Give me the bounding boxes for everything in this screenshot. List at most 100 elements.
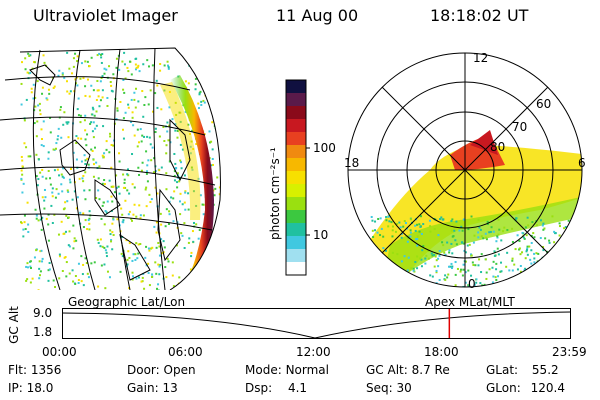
speckle-dot — [213, 70, 216, 73]
speckle-dot — [448, 251, 451, 254]
speckle-dot — [27, 155, 30, 158]
speckle-dot — [87, 163, 90, 166]
speckle-dot — [47, 169, 50, 172]
speckle-dot — [158, 245, 161, 248]
speckle-dot — [168, 124, 171, 127]
speckle-dot — [48, 268, 51, 271]
speckle-dot — [112, 234, 115, 237]
speckle-dot — [376, 231, 379, 234]
speckle-dot — [503, 226, 506, 229]
speckle-dot — [208, 255, 211, 258]
speckle-dot — [112, 73, 115, 76]
speckle-dot — [412, 267, 415, 270]
speckle-dot — [29, 155, 32, 158]
speckle-dot — [115, 186, 118, 189]
speckle-dot — [179, 200, 182, 203]
speckle-dot — [410, 267, 413, 270]
speckle-dot — [436, 291, 438, 293]
speckle-dot — [535, 224, 538, 227]
speckle-dot — [161, 252, 164, 255]
speckle-dot — [212, 104, 215, 107]
speckle-dot — [371, 219, 374, 222]
door-value: Open — [163, 363, 196, 377]
speckle-dot — [80, 160, 83, 163]
speckle-dot — [103, 72, 106, 75]
speckle-dot — [47, 151, 50, 154]
speckle-dot — [195, 278, 198, 281]
speckle-dot — [446, 241, 449, 244]
speckle-dot — [92, 175, 95, 178]
speckle-dot — [190, 251, 193, 254]
speckle-dot — [451, 218, 454, 221]
speckle-dot — [418, 223, 421, 226]
speckle-dot — [91, 106, 94, 109]
speckle-dot — [478, 226, 481, 229]
speckle-dot — [131, 153, 134, 156]
speckle-dot — [99, 53, 102, 56]
speckle-dot — [25, 98, 28, 101]
speckle-dot — [26, 201, 29, 204]
speckle-dot — [75, 158, 78, 161]
speckle-dot — [110, 166, 113, 169]
speckle-dot — [412, 269, 415, 272]
speckle-dot — [131, 278, 134, 281]
speckle-dot — [584, 237, 586, 239]
speckle-dot — [429, 225, 432, 228]
speckle-dot — [189, 268, 192, 271]
speckle-dot — [41, 175, 44, 178]
speckle-dot — [567, 249, 570, 252]
speckle-dot — [480, 235, 483, 238]
speckle-dot — [194, 77, 197, 80]
speckle-dot — [399, 226, 402, 229]
speckle-dot — [27, 52, 30, 55]
speckle-dot — [502, 230, 505, 233]
speckle-dot — [542, 264, 545, 267]
speckle-dot — [373, 284, 376, 287]
speckle-dot — [440, 216, 443, 219]
speckle-dot — [199, 272, 202, 275]
speckle-dot — [464, 271, 467, 274]
speckle-dot — [418, 230, 421, 233]
speckle-dot — [55, 188, 58, 191]
speckle-dot — [67, 136, 70, 139]
speckle-dot — [204, 53, 207, 56]
speckle-dot — [150, 198, 153, 201]
speckle-dot — [518, 247, 521, 250]
speckle-dot — [585, 279, 587, 281]
speckle-dot — [86, 133, 89, 136]
speckle-dot — [488, 231, 491, 234]
speckle-dot — [216, 284, 219, 287]
speckle-dot — [45, 97, 48, 100]
speckle-dot — [553, 272, 556, 275]
speckle-dot — [179, 213, 182, 216]
speckle-dot — [164, 266, 167, 269]
speckle-dot — [101, 89, 104, 92]
speckle-dot — [121, 128, 124, 131]
speckle-dot — [46, 98, 49, 101]
speckle-dot — [480, 271, 483, 274]
speckle-dot — [71, 72, 74, 75]
speckle-dot — [178, 180, 181, 183]
speckle-dot — [76, 60, 79, 63]
speckle-dot — [58, 277, 61, 280]
speckle-dot — [199, 90, 202, 93]
speckle-dot — [458, 288, 460, 290]
speckle-dot — [151, 146, 154, 149]
speckle-dot — [567, 219, 570, 222]
speckle-dot — [134, 106, 137, 109]
speckle-dot — [103, 263, 106, 266]
status-ip: IP: 18.0 — [8, 381, 53, 395]
speckle-dot — [511, 257, 514, 260]
speckle-dot — [160, 108, 163, 111]
speckle-dot — [72, 57, 75, 60]
speckle-dot — [398, 272, 401, 275]
speckle-dot — [387, 225, 390, 228]
speckle-dot — [93, 261, 96, 264]
speckle-dot — [444, 292, 446, 294]
speckle-dot — [524, 226, 527, 229]
speckle-dot — [95, 98, 98, 101]
speckle-dot — [141, 134, 144, 137]
speckle-dot — [158, 169, 161, 172]
speckle-dot — [209, 102, 212, 105]
speckle-dot — [111, 200, 114, 203]
